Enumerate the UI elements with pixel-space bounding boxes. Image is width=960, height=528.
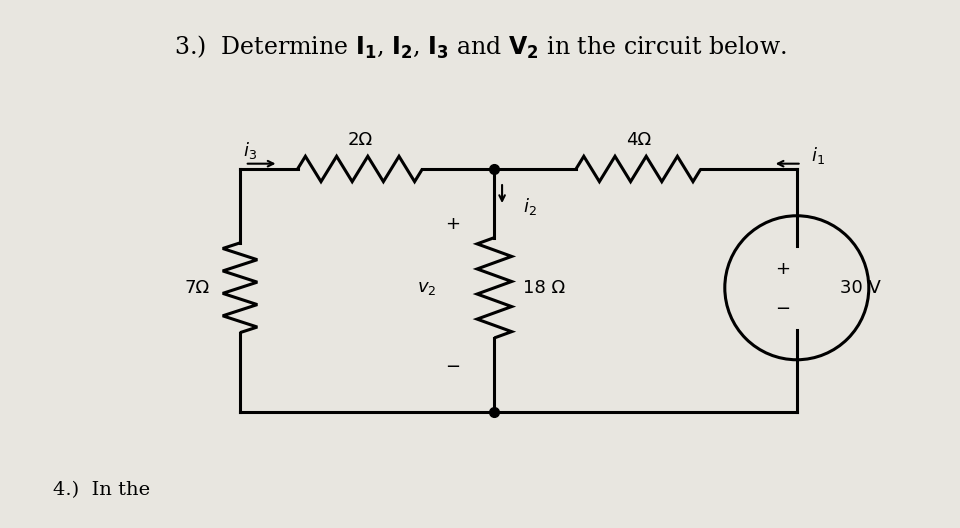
Text: 7Ω: 7Ω	[184, 279, 209, 297]
Text: $i_2$: $i_2$	[523, 196, 537, 218]
Text: 3.)  Determine $\mathbf{I_1}$, $\mathbf{I_2}$, $\mathbf{I_3}$ and $\mathbf{V_2}$: 3.) Determine $\mathbf{I_1}$, $\mathbf{I…	[174, 34, 786, 61]
Text: −: −	[445, 358, 461, 376]
Text: +: +	[775, 260, 790, 278]
Text: $i_3$: $i_3$	[243, 140, 256, 161]
Text: 18 Ω: 18 Ω	[523, 279, 565, 297]
Text: $v_2$: $v_2$	[418, 279, 437, 297]
Text: 4.)  In the: 4.) In the	[53, 481, 150, 499]
Text: −: −	[775, 300, 790, 318]
Text: $i_1$: $i_1$	[811, 145, 825, 166]
Text: +: +	[445, 215, 461, 233]
Text: 4Ω: 4Ω	[626, 131, 651, 149]
Text: 2Ω: 2Ω	[348, 131, 372, 149]
Text: 30 V: 30 V	[840, 279, 881, 297]
